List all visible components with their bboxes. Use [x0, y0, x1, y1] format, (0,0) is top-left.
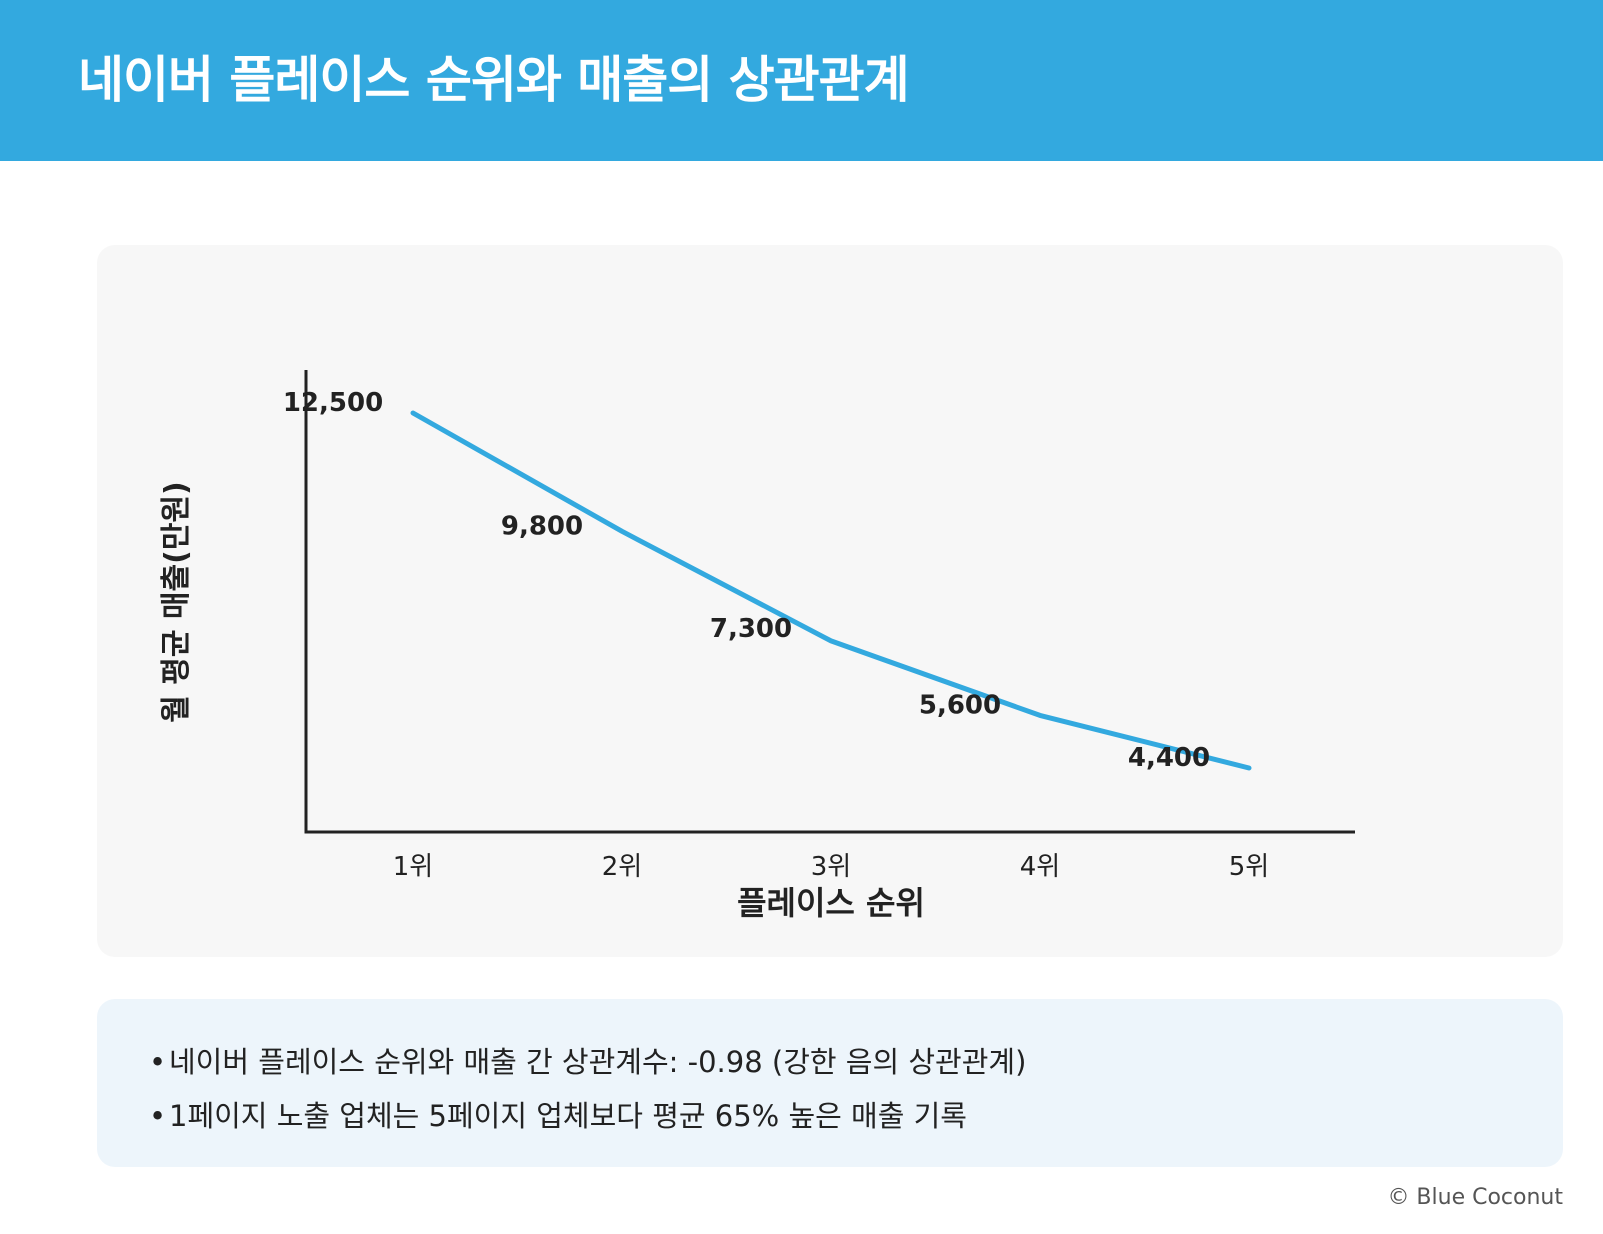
notes-panel: •네이버 플레이스 순위와 매출 간 상관계수: -0.98 (강한 음의 상관… — [97, 999, 1563, 1167]
copyright-text: © Blue Coconut — [1387, 1185, 1563, 1210]
x-tick-label: 1위 — [393, 852, 433, 882]
x-tick-label: 4위 — [1020, 852, 1060, 882]
x-axis-label: 플레이스 순위 — [737, 884, 925, 922]
data-label: 4,400 — [1128, 743, 1210, 773]
x-tick-label: 3위 — [811, 852, 851, 882]
data-label: 9,800 — [501, 511, 583, 541]
bullet-icon: • — [149, 1099, 167, 1133]
chart-panel — [97, 245, 1563, 957]
data-label: 5,600 — [919, 690, 1001, 720]
y-axis-label: 월 평균 매출(만원) — [159, 481, 194, 723]
note-text: 네이버 플레이스 순위와 매출 간 상관계수: -0.98 (강한 음의 상관관… — [169, 1045, 1027, 1079]
note-item: •네이버 플레이스 순위와 매출 간 상관계수: -0.98 (강한 음의 상관… — [149, 1035, 1026, 1089]
notes-list: •네이버 플레이스 순위와 매출 간 상관계수: -0.98 (강한 음의 상관… — [149, 1035, 1026, 1143]
note-item: •1페이지 노출 업체는 5페이지 업체보다 평균 65% 높은 매출 기록 — [149, 1089, 1026, 1143]
page-title: 네이버 플레이스 순위와 매출의 상관관계 — [78, 51, 910, 109]
header-banner: 네이버 플레이스 순위와 매출의 상관관계 — [0, 0, 1603, 161]
data-label: 7,300 — [710, 614, 792, 644]
x-tick-label: 2위 — [602, 852, 642, 882]
data-label: 12,500 — [283, 388, 383, 418]
x-tick-label: 5위 — [1229, 852, 1269, 882]
bullet-icon: • — [149, 1045, 167, 1079]
note-text: 1페이지 노출 업체는 5페이지 업체보다 평균 65% 높은 매출 기록 — [169, 1099, 967, 1133]
